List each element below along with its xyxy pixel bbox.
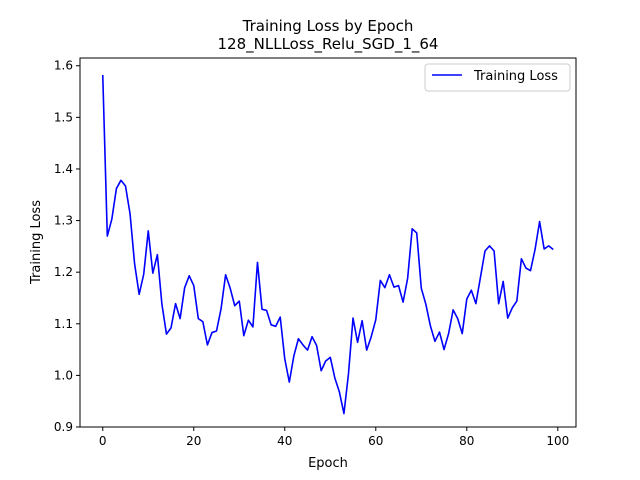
x-tick-label: 100	[546, 434, 569, 448]
y-tick-label: 1.5	[54, 110, 73, 124]
y-tick-label: 0.9	[54, 420, 73, 434]
y-tick-label: 1.1	[54, 317, 73, 331]
chart-subtitle: 128_NLLLoss_Relu_SGD_1_64	[218, 35, 439, 54]
x-tick-label: 40	[277, 434, 292, 448]
x-axis-label: Epoch	[308, 456, 348, 471]
legend-box	[424, 63, 571, 92]
y-tick-label: 1.2	[54, 265, 73, 279]
x-axis-ticks: 0 20 40 60 80 100	[99, 427, 569, 448]
y-axis-ticks: 0.9 1.0 1.1 1.2 1.3 1.4 1.5 1.6	[54, 59, 80, 434]
x-tick-label: 60	[368, 434, 383, 448]
series-line-training-loss	[101, 75, 554, 415]
y-tick-label: 1.6	[54, 59, 73, 73]
x-tick-label: 0	[99, 434, 107, 448]
chart-title: Training Loss by Epoch	[242, 17, 414, 35]
legend-label: Training Loss	[473, 69, 558, 84]
legend: Training Loss	[424, 63, 571, 92]
y-axis-label: Training Loss	[29, 200, 44, 285]
plot-area	[80, 58, 576, 427]
y-tick-label: 1.4	[54, 162, 73, 176]
x-tick-label: 80	[459, 434, 474, 448]
y-tick-label: 1.3	[54, 214, 73, 228]
y-tick-label: 1.0	[54, 368, 73, 382]
series-layer	[101, 75, 554, 415]
plot-frame	[79, 57, 577, 428]
x-tick-label: 20	[186, 434, 201, 448]
